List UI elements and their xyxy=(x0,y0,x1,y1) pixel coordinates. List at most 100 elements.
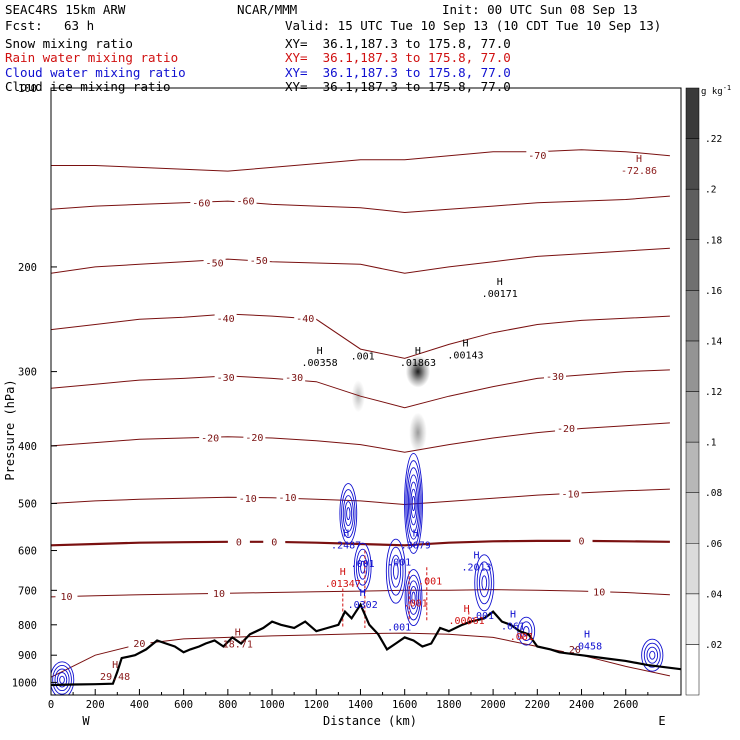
x-tick-label-7: 1400 xyxy=(348,699,373,711)
isotherm-label-bg-8 xyxy=(283,372,306,383)
cloud-water-contour-5-0 xyxy=(474,554,495,612)
snow-shade-2 xyxy=(409,412,427,453)
cloud-water-contour-2-5 xyxy=(410,488,417,519)
forecast-label: Fcst: xyxy=(5,18,43,33)
cloud-water-layer xyxy=(51,453,664,695)
colorbar-label-2: .06 xyxy=(705,539,722,550)
value-label-4: .01863 xyxy=(400,358,436,369)
colorbar-label-9: .2 xyxy=(705,185,716,196)
isotherm-label-bg-10 xyxy=(199,433,222,444)
colorbar-swatch-1 xyxy=(685,593,700,645)
value-label-9: .001 xyxy=(387,557,411,568)
colorbar-unit: g kg-1 xyxy=(701,84,731,97)
isotherm-label-11: -20 xyxy=(245,433,263,444)
cloud-water-contour-2-4 xyxy=(409,481,418,526)
x-tick-label-6: 1200 xyxy=(304,699,329,711)
colorbar-swatch-10 xyxy=(685,138,700,190)
value-label-12: .001 xyxy=(418,577,442,588)
isotherm-label-17: 0 xyxy=(271,537,277,548)
high-marker-10: H xyxy=(474,551,480,562)
field-xy-cloud-ice: XY= 36.1,187.3 to 175.8, 77.0 xyxy=(285,79,511,94)
valid-time: Valid: 15 UTC Tue 10 Sep 13 (10 CDT Tue … xyxy=(285,18,662,33)
x-axis-west-label: W xyxy=(82,714,90,728)
isotherm-label-10: -20 xyxy=(201,434,219,445)
high-marker-5: H xyxy=(462,339,468,350)
isotherm-label-3: -50 xyxy=(206,259,224,270)
colorbar-label-1: .04 xyxy=(705,589,722,600)
isotherm-label-bg-5 xyxy=(214,313,237,324)
cloud-water-contour-0-4 xyxy=(346,507,351,521)
y-tick-label-3: 400 xyxy=(18,441,37,453)
cloud-water-contour-3-2 xyxy=(390,554,402,588)
value-label-8: .001 xyxy=(351,559,375,570)
high-marker-17: H xyxy=(510,609,516,620)
value-label-17: .061 xyxy=(501,621,525,632)
high-marker-6: H xyxy=(343,528,349,539)
isotherm-label-bg-23 xyxy=(563,644,586,655)
isotherm-label-bg-21 xyxy=(588,586,611,597)
isotherm-label-bg-6 xyxy=(294,313,317,324)
isotherm-label-bg-19 xyxy=(55,591,78,602)
plot-frame xyxy=(50,87,682,696)
colorbar-label-5: .12 xyxy=(705,387,722,398)
cloud-water-contour-5-3 xyxy=(481,575,488,591)
cloud-water-contour-1-0 xyxy=(353,542,372,592)
y-tick-label-0: 100 xyxy=(18,83,37,95)
cloud-water-contour-4-1 xyxy=(406,574,421,621)
colorbar-swatch-2 xyxy=(685,543,700,595)
x-tick-label-2: 400 xyxy=(130,699,149,711)
value-label-6: .2487 xyxy=(331,540,361,551)
field-xy-snow: XY= 36.1,187.3 to 175.8, 77.0 xyxy=(285,36,511,51)
init-time: Init: 00 UTC Sun 08 Sep 13 xyxy=(442,2,638,17)
y-tick-label-5: 600 xyxy=(18,546,37,558)
annotation-layer: H-72.86H.00171H.00358.001H.01863H.00143H… xyxy=(100,154,657,683)
snow-shading-layer xyxy=(351,355,431,453)
y-axis-title: Pressure (hPa) xyxy=(3,379,17,480)
isotherm-label-bg-2 xyxy=(234,196,257,207)
cloud-water-contour-2-0 xyxy=(404,453,423,554)
cloud-water-contour-3-1 xyxy=(388,546,404,596)
value-label-7: .3679 xyxy=(401,540,431,551)
high-marker-14: H xyxy=(360,588,366,599)
cloud-water-contour-4-4 xyxy=(411,591,416,604)
isotherm-label-bg-13 xyxy=(236,493,259,504)
isotherm-label-7: -30 xyxy=(217,373,235,384)
isotherm-m60 xyxy=(51,195,670,214)
isotherm-label-16: 0 xyxy=(236,537,242,548)
x-tick-label-1: 200 xyxy=(86,699,105,711)
colorbar-label-0: .02 xyxy=(705,640,722,651)
x-tick-label-3: 600 xyxy=(174,699,193,711)
isotherm-label-6: -40 xyxy=(296,314,314,325)
value-label-0: -72.86 xyxy=(621,166,657,177)
y-tick-label-1: 200 xyxy=(18,262,37,274)
x-axis-east-label: E xyxy=(658,714,665,728)
cloud-water-contour-6-2 xyxy=(523,626,530,637)
y-tick-label-9: 1000 xyxy=(12,677,37,689)
cloud-water-contour-3-3 xyxy=(393,562,399,580)
isotherm-label-1: -60 xyxy=(192,198,210,209)
cloud-water-contour-2-1 xyxy=(405,460,422,547)
terrain-line xyxy=(51,602,681,687)
field-name-cloud-ice: Cloud ice mixing ratio xyxy=(5,79,171,94)
isotherm-label-bg-3 xyxy=(203,258,226,269)
x-tick-label-9: 1800 xyxy=(436,699,461,711)
value-label-20: .0458 xyxy=(572,641,602,652)
cloud-water-contour-8-2 xyxy=(54,668,70,692)
isotherm-label-bg-4 xyxy=(247,255,270,266)
cloud-water-contour-8-0 xyxy=(51,661,75,695)
value-label-18: .001 xyxy=(387,622,411,633)
isotherm-label-13: -10 xyxy=(239,494,257,505)
isotherm-label-22: 20 xyxy=(133,639,145,650)
isotherm-label-4: -50 xyxy=(250,256,268,267)
high-marker-22: H xyxy=(112,660,118,671)
colorbar-swatch-9 xyxy=(685,188,700,241)
isotherm-label-12: -20 xyxy=(557,424,575,435)
field-name-rain: Rain water mixing ratio xyxy=(5,50,179,65)
isotherm-label-bg-1 xyxy=(190,197,213,208)
isotherm-m40 xyxy=(51,313,670,359)
value-label-16: .00061 xyxy=(449,616,485,627)
value-label-5: .00143 xyxy=(447,351,483,362)
high-marker-20: H xyxy=(584,629,590,640)
isotherm-label-19: 10 xyxy=(60,592,72,603)
isotherm-label-bg-7 xyxy=(214,372,237,383)
